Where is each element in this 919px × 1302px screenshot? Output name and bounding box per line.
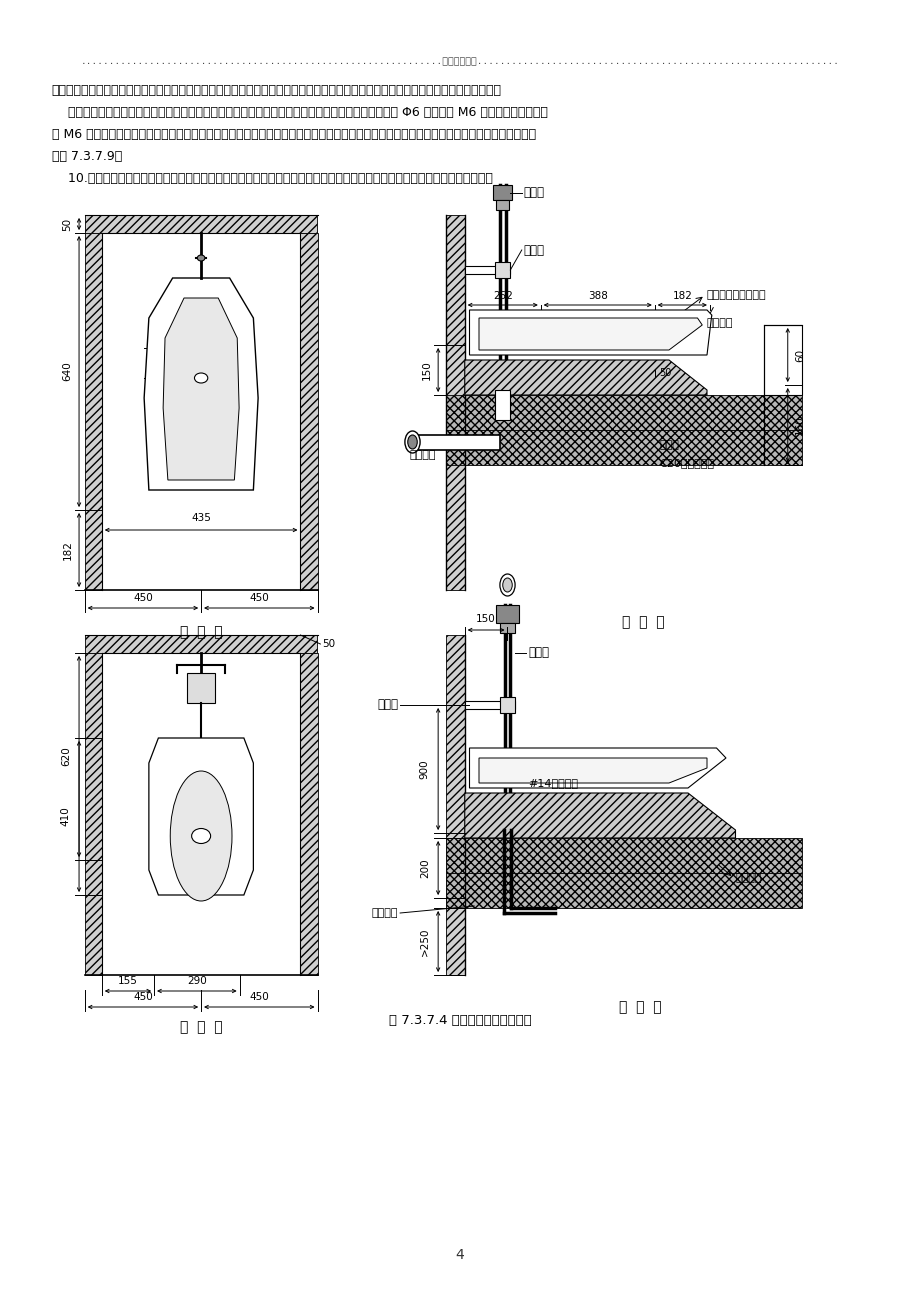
Bar xyxy=(85,654,102,975)
Text: 图 7.3.7.4 蹲式大便器安装示意图: 图 7.3.7.4 蹲式大便器安装示意图 xyxy=(388,1013,531,1026)
Polygon shape xyxy=(469,310,711,355)
Text: 200: 200 xyxy=(419,858,429,878)
Bar xyxy=(301,233,317,590)
Polygon shape xyxy=(144,279,258,490)
Text: 435: 435 xyxy=(191,513,210,523)
Text: 剖  面  图: 剖 面 图 xyxy=(621,615,664,629)
Text: 油灰接口: 油灰接口 xyxy=(734,874,761,883)
Polygon shape xyxy=(479,318,701,350)
Text: 450: 450 xyxy=(133,592,153,603)
Text: 388: 388 xyxy=(587,292,607,301)
Text: 410: 410 xyxy=(61,807,71,827)
Text: 155: 155 xyxy=(118,976,138,986)
Polygon shape xyxy=(469,749,725,788)
Text: 见图 7.3.7.9。: 见图 7.3.7.9。 xyxy=(51,150,121,163)
Text: 平  面  图: 平 面 图 xyxy=(179,625,222,639)
Text: 4: 4 xyxy=(455,1249,464,1262)
Bar xyxy=(446,874,801,907)
Bar xyxy=(499,622,515,633)
Ellipse shape xyxy=(197,255,205,260)
Text: 时管堵取下，清扫管内杂物，把调制好的油灰垫在排水管口周围，小便器下垫水泥沙浆后，将小便器稳装后用水平尺找平用线坠吊垂直。: 时管堵取下，清扫管内杂物，把调制好的油灰垫在排水管口周围，小便器下垫水泥沙浆后，… xyxy=(51,83,501,96)
Text: 182: 182 xyxy=(62,540,73,560)
Bar xyxy=(464,266,510,273)
Bar xyxy=(494,391,510,421)
Bar xyxy=(763,326,801,395)
Bar xyxy=(495,201,509,210)
Text: 620: 620 xyxy=(61,746,71,767)
Text: 252: 252 xyxy=(493,292,512,301)
Text: 450: 450 xyxy=(133,992,153,1003)
Text: 900: 900 xyxy=(419,759,429,779)
Text: 450: 450 xyxy=(249,592,269,603)
Text: 10.卫生器具安装完毕应对坐便器与地面、面盆与台面、浴盆与墙面的缝隙用防水密封胶进行密封，密封要牢固，表面应光滑。: 10.卫生器具安装完毕应对坐便器与地面、面盆与台面、浴盆与墙面的缝隙用防水密封胶… xyxy=(51,172,492,185)
Polygon shape xyxy=(149,738,253,894)
Bar xyxy=(493,185,512,201)
Bar xyxy=(495,605,518,622)
Text: 白石灰: 白石灰 xyxy=(659,440,678,450)
Ellipse shape xyxy=(170,771,232,901)
Text: 冲洗阀: 冲洗阀 xyxy=(523,186,544,199)
Ellipse shape xyxy=(194,372,208,383)
Bar xyxy=(446,395,801,430)
Text: #14铜丝绑扎: #14铜丝绑扎 xyxy=(528,779,578,788)
Text: 白石灰膏: 白石灰膏 xyxy=(371,907,398,918)
Ellipse shape xyxy=(499,574,515,596)
Polygon shape xyxy=(464,359,706,395)
Bar xyxy=(773,326,801,345)
Bar xyxy=(464,700,515,710)
Text: 剖  面  图: 剖 面 图 xyxy=(618,1000,661,1014)
Bar xyxy=(446,635,464,975)
Text: 640: 640 xyxy=(62,362,73,381)
Bar xyxy=(85,233,102,590)
Text: 单管卡: 单管卡 xyxy=(523,243,544,256)
Bar xyxy=(417,435,499,450)
Bar xyxy=(494,262,510,279)
Text: 50: 50 xyxy=(62,217,73,230)
Text: ...............................................................精品资料推荐...........: ........................................… xyxy=(80,57,839,66)
Polygon shape xyxy=(163,298,239,480)
Text: 单管卡: 单管卡 xyxy=(377,698,398,711)
Bar xyxy=(446,838,801,874)
Text: 周围硅酮密封膏嵌缝: 周围硅酮密封膏嵌缝 xyxy=(706,290,766,299)
Text: 或 M6 胀管螺栓把小便器固定牢固，将存水弯插入排水管口，上端与排水栓连接紧固，存水弯与排水管连接处应用密封胶密封，表面应光滑，详: 或 M6 胀管螺栓把小便器固定牢固，将存水弯插入排水管口，上端与排水栓连接紧固，… xyxy=(51,128,535,141)
Text: 450: 450 xyxy=(249,992,269,1003)
Bar xyxy=(85,215,317,233)
Text: 50: 50 xyxy=(659,368,671,378)
Ellipse shape xyxy=(502,578,512,592)
Text: 60: 60 xyxy=(794,349,804,362)
Text: 止水翼环: 止水翼环 xyxy=(409,450,436,460)
Bar xyxy=(446,215,464,590)
Text: >250: >250 xyxy=(419,927,429,956)
Ellipse shape xyxy=(404,431,420,453)
Text: 150: 150 xyxy=(476,615,495,624)
Text: 冲洗阀: 冲洗阀 xyxy=(528,647,549,660)
Bar xyxy=(301,654,317,975)
Text: 182: 182 xyxy=(672,292,691,301)
Polygon shape xyxy=(479,758,706,783)
Text: 290: 290 xyxy=(187,976,207,986)
Text: 150: 150 xyxy=(421,361,431,380)
Text: 挂式小便器安装，应根据预留管位置在墙面画出十字中心线，再量小便器两耳中心，用电锤在墙面钻 Φ6 的孔，用 M6 的塑料胀管和木螺丝: 挂式小便器安装，应根据预留管位置在墙面画出十字中心线，再量小便器两耳中心，用电锤… xyxy=(51,105,547,118)
Polygon shape xyxy=(464,793,734,838)
Bar xyxy=(446,430,801,465)
Text: 油灰接口: 油灰接口 xyxy=(706,318,732,328)
Ellipse shape xyxy=(191,828,210,844)
Ellipse shape xyxy=(407,435,417,449)
Bar xyxy=(187,673,215,703)
Text: 平  面  图: 平 面 图 xyxy=(179,1019,222,1034)
Text: C20细石混凝土: C20细石混凝土 xyxy=(659,458,714,467)
Text: 50: 50 xyxy=(322,639,335,648)
Text: 160: 160 xyxy=(794,415,804,435)
Bar xyxy=(85,635,317,654)
Bar xyxy=(499,697,515,713)
